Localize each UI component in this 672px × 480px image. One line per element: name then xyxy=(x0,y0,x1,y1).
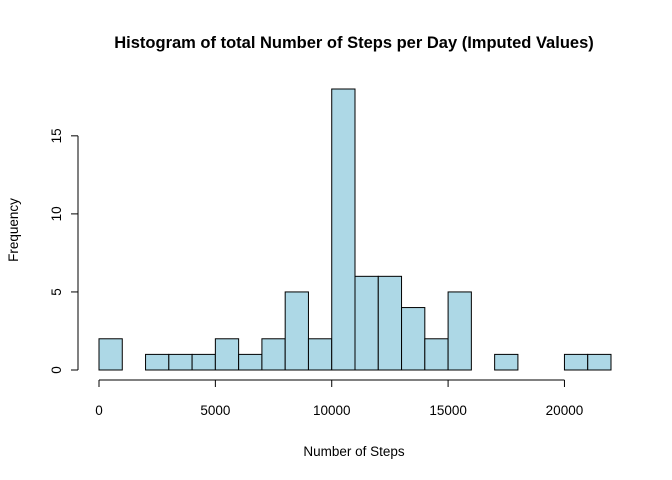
y-axis-label: Frequency xyxy=(6,198,21,262)
histogram-bar xyxy=(214,338,240,371)
histogram-bar xyxy=(587,353,612,371)
histogram-bar xyxy=(238,353,263,371)
histogram-bar xyxy=(447,291,472,371)
x-tick-label: 20000 xyxy=(546,403,584,418)
histogram-bar xyxy=(563,353,589,371)
y-tick-label: 15 xyxy=(49,128,64,143)
y-tick-label: 0 xyxy=(49,366,64,374)
histogram-bar xyxy=(424,338,449,371)
y-axis: 0 5 10 15 xyxy=(49,128,79,374)
histogram-bar xyxy=(354,275,379,371)
x-tick-label: 5000 xyxy=(200,403,230,418)
histogram-bar xyxy=(377,275,403,371)
histogram-bar xyxy=(145,353,170,371)
histogram-bar xyxy=(401,307,426,371)
x-tick-label: 10000 xyxy=(313,403,351,418)
bars-group xyxy=(98,88,612,371)
x-axis: 0 5000 10000 15000 20000 xyxy=(95,379,584,418)
histogram-bar xyxy=(307,338,333,371)
histogram-bar xyxy=(284,291,309,371)
y-tick-label: 10 xyxy=(49,206,64,221)
x-tick-label: 15000 xyxy=(429,403,467,418)
chart-title: Histogram of total Number of Steps per D… xyxy=(114,34,594,52)
histogram-bar xyxy=(98,338,123,371)
histogram-bar xyxy=(168,353,193,371)
x-axis-label: Number of Steps xyxy=(303,444,405,459)
histogram-bar xyxy=(261,338,286,371)
histogram-bar xyxy=(191,353,216,371)
x-tick-label: 0 xyxy=(95,403,103,418)
histogram-bar xyxy=(494,353,519,371)
histogram-bar xyxy=(331,88,356,371)
y-tick-label: 5 xyxy=(49,288,64,296)
